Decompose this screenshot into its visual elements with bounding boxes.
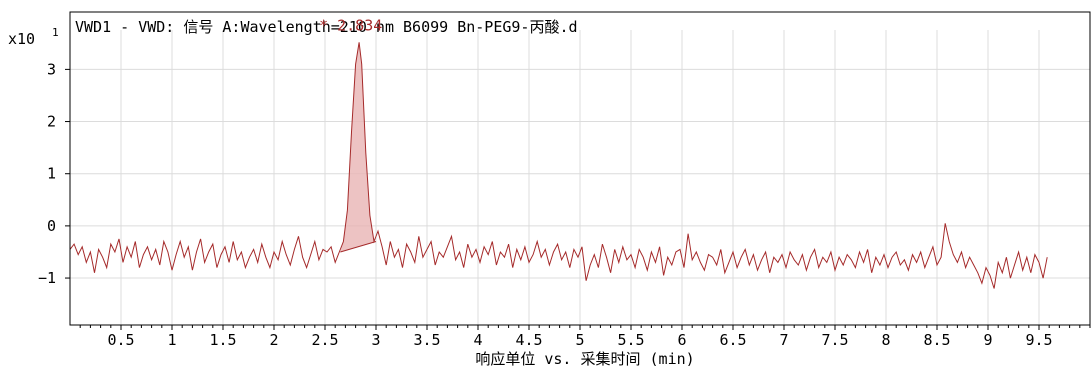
y-tick-label: 1: [47, 165, 56, 183]
x-tick-label: 7.5: [821, 331, 848, 349]
x-tick-label: 1.5: [209, 331, 236, 349]
y-scale-base: x10: [8, 30, 35, 48]
x-tick-label: 8: [881, 331, 890, 349]
y-tick-label: 2: [47, 113, 56, 131]
x-tick-label: 1: [167, 331, 176, 349]
y-tick-label: 3: [47, 60, 56, 78]
signal-trace: [69, 42, 1048, 289]
x-tick-label: 4: [473, 331, 482, 349]
x-tick-label: 6: [677, 331, 686, 349]
y-axis-ticks: 3 2 1 0 −1: [38, 60, 70, 287]
x-tick-label: 2.5: [311, 331, 338, 349]
x-tick-label: 5.5: [617, 331, 644, 349]
chart-title: VWD1 - VWD: 信号 A:Wavelength=210 nm B6099…: [75, 18, 578, 36]
x-tick-label: 3.5: [413, 331, 440, 349]
y-scale-exponent: 1: [52, 26, 59, 39]
x-axis-title: 响应单位 vs. 采集时间 (min): [475, 350, 694, 368]
peak-area-fill: [340, 42, 376, 252]
x-tick-label: 9: [983, 331, 992, 349]
peak-baseline: [340, 241, 377, 253]
x-tick-label: 0.5: [107, 331, 134, 349]
grid: [70, 30, 1090, 325]
x-tick-label: 7: [779, 331, 788, 349]
peak-label: * 2.834: [319, 16, 382, 34]
x-tick-label: 8.5: [923, 331, 950, 349]
x-axis-ticks: 0.5 1 1.5 2 2.5 3 3.5 4 4.5 5 5.5 6 6.5 7 7.5 8 8.5 9 9.5: [79, 325, 1091, 349]
x-tick-label: 5: [575, 331, 584, 349]
x-tick-label: 6.5: [719, 331, 746, 349]
x-tick-label: 2: [269, 331, 278, 349]
y-tick-label: −1: [38, 269, 56, 287]
x-tick-label: 9.5: [1025, 331, 1052, 349]
x-tick-label: 4.5: [515, 331, 542, 349]
y-tick-label: 0: [47, 217, 56, 235]
x-tick-label: 3: [371, 331, 380, 349]
